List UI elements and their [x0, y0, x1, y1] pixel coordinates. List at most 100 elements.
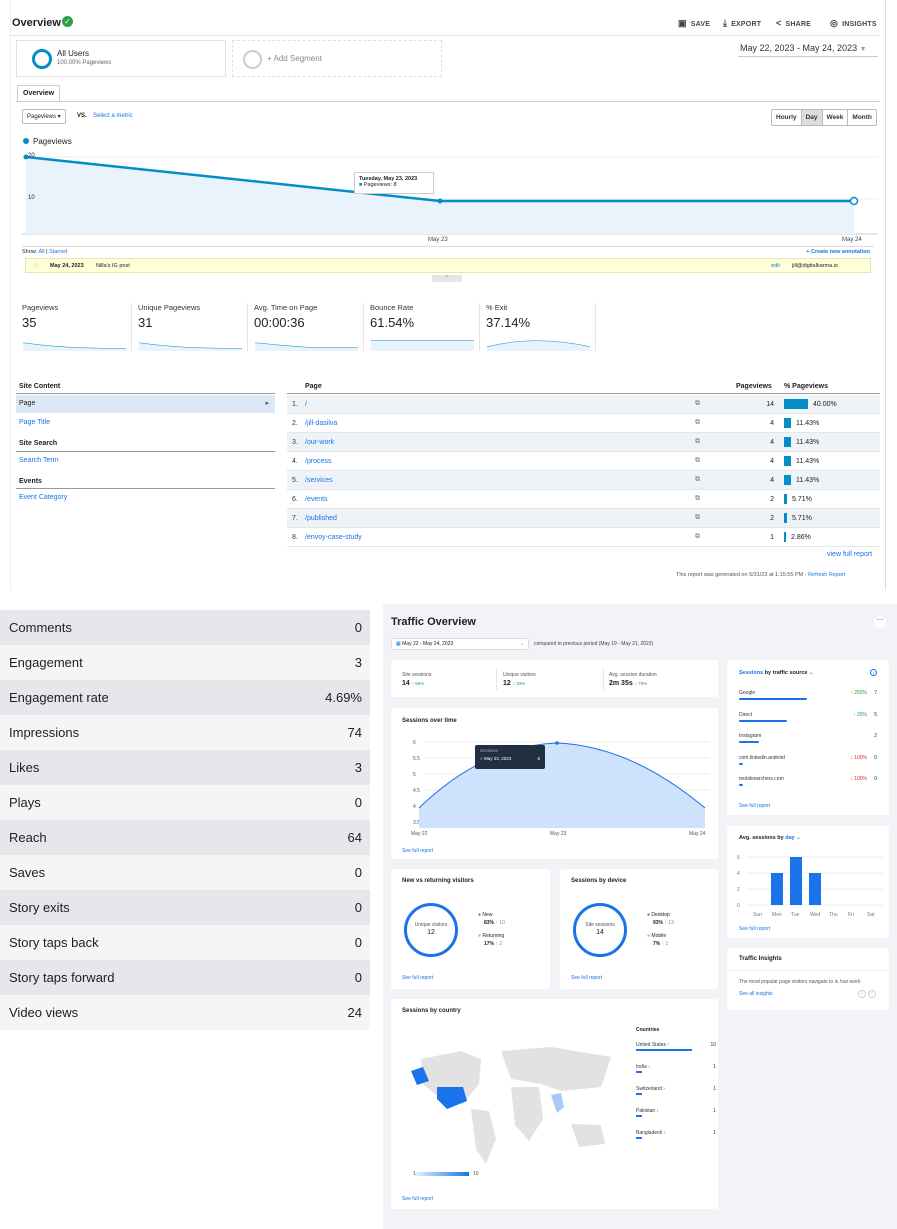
source-row[interactable]: com.linkedin.android ↓ 100% 0: [739, 755, 877, 769]
source-row[interactable]: Google ↑ 250% 7: [739, 690, 877, 704]
add-segment-label: + Add Segment: [267, 54, 322, 63]
metric-value: 4.69%: [325, 690, 362, 705]
row-page-link[interactable]: /published: [305, 515, 337, 522]
point-may23[interactable]: [437, 198, 443, 204]
granularity-week[interactable]: Week: [823, 110, 849, 125]
star-icon[interactable]: ☆: [32, 261, 40, 270]
day-bar-tue[interactable]: [790, 857, 802, 905]
open-page-icon[interactable]: ⧉: [695, 438, 700, 445]
annotation-starred-link[interactable]: Starred: [49, 249, 68, 255]
country-value: 1: [713, 1086, 716, 1092]
row-page-link[interactable]: /services: [305, 477, 333, 484]
segment-ring-icon: [32, 49, 52, 69]
point-may24[interactable]: [849, 196, 859, 206]
metric-row: Story taps forward 0: [0, 960, 370, 995]
export-button[interactable]: ⤓ EXPORT: [723, 18, 762, 28]
map-united-states[interactable]: [437, 1087, 467, 1109]
wix-date-select[interactable]: ▦ May 22 - May 24, 2023 ⌄: [391, 638, 529, 650]
granularity-day[interactable]: Day: [801, 110, 823, 125]
country-row[interactable]: Bangladesh › 1: [636, 1130, 716, 1142]
nav-item-page[interactable]: Page ▸: [16, 395, 275, 413]
map-india[interactable]: [551, 1093, 564, 1113]
open-page-icon[interactable]: ⧉: [695, 419, 700, 426]
see-all-insights-link[interactable]: See all insights: [739, 991, 773, 997]
sessions-metric-select[interactable]: Sessions: [739, 670, 764, 676]
segment-all-users[interactable]: All Users 100.00% Pageviews: [16, 40, 226, 77]
metric-label: Plays: [9, 795, 41, 810]
country-full-report-link[interactable]: See full report: [402, 1196, 434, 1202]
country-row[interactable]: India › 1: [636, 1064, 716, 1076]
insights-text: The most popular page visitors navigate …: [739, 979, 861, 985]
device-full-report-link[interactable]: See full report: [571, 975, 603, 981]
world-map: [411, 1047, 611, 1164]
kpi-avg-duration: 2m 35s: [609, 680, 633, 687]
next-insight-icon[interactable]: ›: [868, 990, 876, 998]
sessions-full-report-link[interactable]: See full report: [402, 848, 434, 854]
refresh-report-link[interactable]: Refresh Report: [808, 572, 846, 578]
row-pct: 11.43%: [796, 420, 820, 427]
metric-label: Engagement: [9, 655, 83, 670]
open-page-icon[interactable]: ⧉: [695, 514, 700, 521]
sessions-point-may23[interactable]: [555, 741, 559, 745]
country-row[interactable]: Pakistan › 1: [636, 1108, 716, 1120]
nav-item-search-term[interactable]: Search Term: [19, 457, 59, 464]
point-may22[interactable]: [23, 154, 29, 160]
create-annotation-link[interactable]: + Create new annotation: [806, 249, 870, 255]
metric-unique-pageviews: Unique Pageviews 31: [138, 303, 248, 351]
visitors-full-report-link[interactable]: See full report: [402, 975, 434, 981]
row-page-link[interactable]: /our-work: [305, 439, 335, 446]
source-row[interactable]: Instagram 2: [739, 733, 877, 747]
granularity-month[interactable]: Month: [852, 114, 872, 121]
chevron-down-icon: ⌄: [796, 835, 801, 841]
select-metric-link[interactable]: Select a metric: [93, 113, 133, 119]
annotation-all-link[interactable]: All: [38, 249, 45, 255]
collapse-toggle-icon[interactable]: ⌃: [432, 275, 462, 282]
granularity-hourly[interactable]: Hourly: [772, 110, 802, 125]
date-range-picker[interactable]: May 22, 2023 - May 24, 2023 ▼: [740, 43, 867, 53]
source-row[interactable]: Direct ↑ 25% 5: [739, 712, 877, 726]
source-row[interactable]: mobileosrchers.com ↓ 100% 0: [739, 776, 877, 790]
nav-item-event-category[interactable]: Event Category: [19, 494, 68, 501]
row-page-link[interactable]: /jill-dasilva: [305, 420, 338, 427]
row-page-link[interactable]: /: [305, 401, 307, 408]
info-icon[interactable]: i: [870, 669, 877, 676]
source-full-report-link[interactable]: See full report: [739, 803, 771, 809]
annotation-toolbar: Show: All | Starred + Create new annotat…: [22, 246, 874, 257]
tab-overview[interactable]: Overview: [17, 85, 61, 101]
more-icon[interactable]: ⋯: [874, 616, 886, 628]
metric-value: 0: [354, 900, 362, 915]
nav-item-page-title[interactable]: Page Title: [19, 419, 51, 426]
row-pageviews: 4: [770, 458, 774, 465]
map-alaska[interactable]: [411, 1067, 429, 1085]
day-select[interactable]: day: [785, 835, 795, 841]
day-full-report-link[interactable]: See full report: [739, 926, 771, 932]
row-page-link[interactable]: /envoy-case-study: [305, 534, 362, 541]
row-rank: 3.: [292, 439, 298, 446]
save-button[interactable]: ▣ SAVE: [678, 18, 711, 28]
view-full-report-link[interactable]: view full report: [827, 551, 873, 558]
table-row: 3. /our-work ⧉ 4 11.43%: [287, 433, 880, 452]
country-row[interactable]: Switzerland › 1: [636, 1086, 716, 1098]
share-button[interactable]: < SHARE: [776, 18, 811, 28]
row-page-link[interactable]: /events: [305, 496, 328, 503]
day-bar-mon[interactable]: [771, 873, 783, 905]
sessions-area-chart: 6 5.5 5 4.5 4 3.5 May 22 May 23 May 24: [411, 740, 709, 837]
metric-label: Comments: [9, 620, 72, 635]
annotation-edit-link[interactable]: edit: [771, 263, 780, 269]
open-page-icon[interactable]: ⧉: [695, 476, 700, 483]
annotation-user: jill@digitalkarma.io: [792, 263, 838, 269]
insights-button[interactable]: ◎ INSIGHTS: [830, 18, 877, 28]
add-segment-button[interactable]: + Add Segment: [232, 40, 442, 77]
open-page-icon[interactable]: ⧉: [695, 400, 700, 407]
open-page-icon[interactable]: ⧉: [695, 457, 700, 464]
open-page-icon[interactable]: ⧉: [695, 533, 700, 540]
table-row: 8. /envoy-case-study ⧉ 1 2.86%: [287, 528, 880, 547]
metric-select[interactable]: Pageviews ▾: [22, 109, 66, 124]
day-bar-wed[interactable]: [809, 873, 821, 905]
open-page-icon[interactable]: ⧉: [695, 495, 700, 502]
prev-insight-icon[interactable]: ‹: [858, 990, 866, 998]
row-page-link[interactable]: /process: [305, 458, 332, 465]
legend-dot-icon: [23, 138, 29, 144]
country-row[interactable]: United States › 10: [636, 1042, 716, 1054]
metric-pageviews: Pageviews 35: [22, 303, 132, 351]
